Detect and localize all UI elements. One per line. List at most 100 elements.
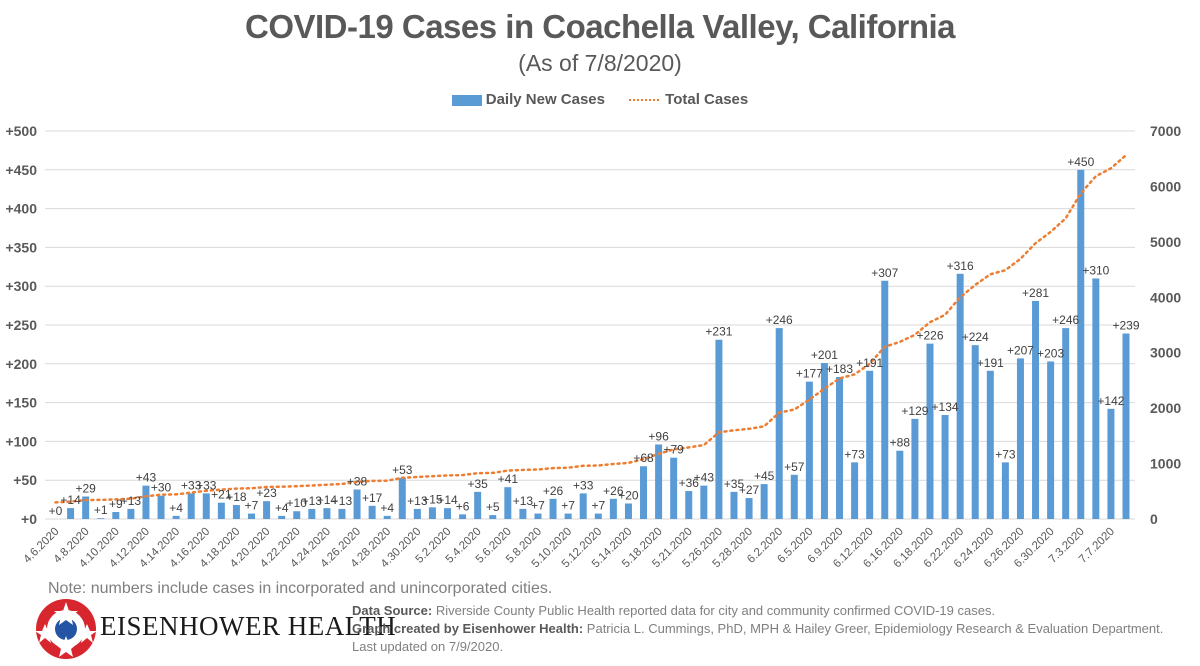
bar — [624, 503, 632, 519]
bar — [97, 518, 105, 519]
bar — [820, 363, 828, 519]
bar — [655, 444, 663, 519]
bar — [1047, 361, 1055, 519]
data-label: +4 — [275, 501, 289, 515]
bar — [836, 376, 844, 519]
bar — [142, 485, 150, 519]
legend: Daily New Cases Total Cases — [0, 91, 1200, 108]
bar — [1092, 278, 1100, 519]
bar — [760, 484, 768, 519]
gridlines — [45, 130, 1135, 520]
data-label: +9 — [109, 497, 123, 511]
bar — [127, 508, 135, 519]
data-label: +73 — [995, 447, 1016, 461]
data-label: +203 — [1037, 346, 1064, 360]
bar — [730, 491, 738, 519]
data-label: +33 — [196, 478, 217, 492]
bar — [338, 508, 346, 519]
bar — [82, 496, 90, 519]
data-label: +68 — [633, 451, 654, 465]
bar — [278, 515, 286, 519]
data-label: +226 — [916, 329, 943, 343]
data-label: +1 — [94, 503, 108, 517]
data-label: +79 — [663, 443, 684, 457]
data-label: +0 — [49, 504, 63, 518]
data-label: +5 — [486, 500, 500, 514]
y-tick-label: +0 — [21, 511, 37, 527]
y2-tick-label: 0 — [1150, 511, 1158, 527]
data-label: +13 — [121, 494, 142, 508]
line-series — [54, 153, 1128, 504]
y-tick-label: +200 — [5, 356, 37, 372]
data-label: +191 — [977, 356, 1004, 370]
bar — [971, 345, 979, 519]
bar — [941, 415, 949, 519]
bar — [1122, 333, 1130, 519]
bar — [609, 498, 617, 519]
bar — [790, 474, 798, 519]
bar — [428, 507, 436, 519]
data-label: +57 — [784, 460, 805, 474]
data-label: +33 — [573, 478, 594, 492]
bar — [896, 450, 904, 519]
bar — [911, 418, 919, 519]
bar — [700, 485, 708, 519]
data-label: +23 — [256, 486, 277, 500]
bar — [398, 477, 406, 519]
data-label: +73 — [844, 447, 865, 461]
bar — [202, 493, 210, 519]
chart-plot: +0+50+100+150+200+250+300+350+400+450+50… — [5, 123, 1181, 570]
data-label: +201 — [811, 348, 838, 362]
data-label: +26 — [603, 484, 624, 498]
source-text: Riverside County Public Health reported … — [432, 603, 996, 618]
bar — [263, 501, 271, 519]
data-label: +20 — [618, 488, 639, 502]
brand-name: EISENHOWER HEALTH — [100, 611, 397, 641]
y2-tick-label: 2000 — [1150, 400, 1181, 416]
bar — [157, 495, 165, 519]
credit-text: Patricia L. Cummings, PhD, MPH & Hailey … — [352, 621, 1164, 654]
data-label: +21 — [211, 488, 232, 502]
data-label: +6 — [456, 499, 470, 513]
bar — [383, 515, 391, 519]
data-label: +7 — [245, 499, 259, 513]
bar — [1062, 328, 1070, 519]
y2-tick-label: 3000 — [1150, 345, 1181, 361]
data-label: +307 — [871, 266, 898, 280]
data-label: +30 — [151, 481, 172, 495]
data-label: +36 — [679, 476, 700, 490]
data-label: +14 — [60, 493, 81, 507]
total-cases-line — [54, 153, 1128, 504]
data-label: +26 — [543, 484, 564, 498]
y-axis-right: 0 1000 2000 3000 4000 5000 6000 7000 — [1150, 123, 1181, 527]
bar — [353, 489, 361, 519]
data-label: +18 — [226, 490, 247, 504]
data-label: +88 — [890, 436, 911, 450]
data-label: +35 — [467, 477, 488, 491]
eisenhower-logo-icon — [35, 599, 97, 659]
legend-bar-label: Daily New Cases — [485, 91, 605, 108]
source-label: Data Source: — [352, 603, 433, 618]
data-label: +239 — [1112, 319, 1139, 333]
data-label: +10 — [287, 496, 308, 510]
data-label: +13 — [407, 494, 428, 508]
bar — [549, 498, 557, 519]
data-label: +15 — [422, 492, 443, 506]
y-tick-label: +300 — [5, 278, 37, 294]
y-tick-label: +450 — [5, 162, 37, 178]
bar — [579, 493, 587, 519]
chart-title: COVID-19 Cases in Coachella Valley, Cali… — [244, 8, 956, 45]
bar — [293, 511, 301, 519]
chart-subtitle: (As of 7/8/2020) — [518, 50, 682, 76]
data-label: +129 — [901, 404, 928, 418]
data-label: +13 — [513, 494, 534, 508]
bar — [323, 508, 331, 519]
data-label: +191 — [856, 356, 883, 370]
y-axis-left: +0 +50 +100 +150 +200 +250 +300 +350 +400 +450 +50… — [5, 123, 37, 527]
data-label: +177 — [796, 367, 823, 381]
bar — [685, 491, 693, 519]
legend-line-swatch — [629, 99, 660, 102]
data-label: +4 — [380, 501, 394, 515]
bar — [232, 505, 240, 519]
data-label: +35 — [724, 477, 745, 491]
